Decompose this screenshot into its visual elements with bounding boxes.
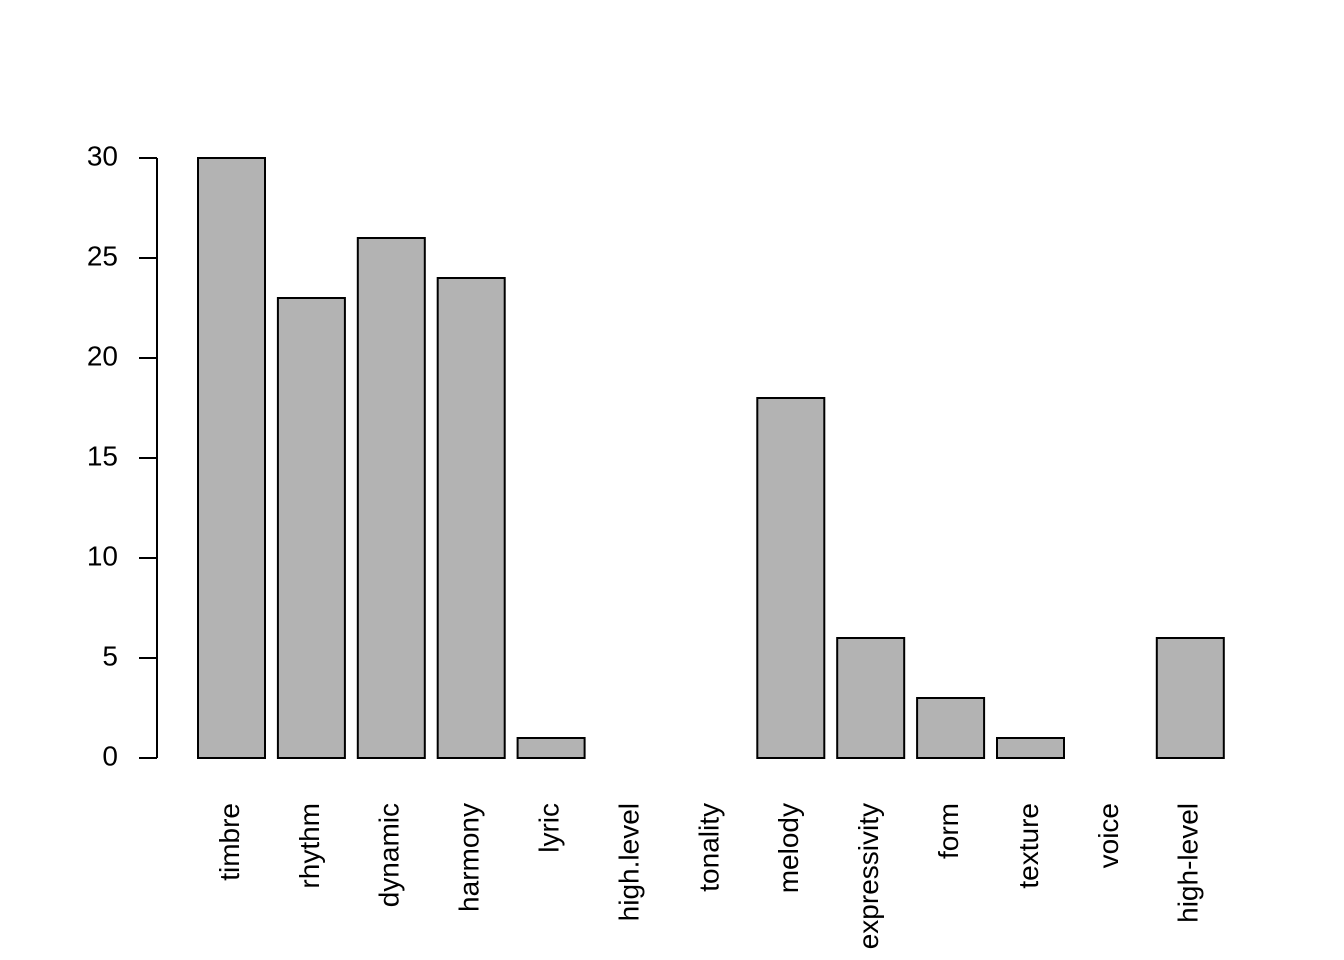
x-tick-label: voice	[1093, 803, 1124, 868]
bar	[996, 737, 1065, 759]
bar	[197, 157, 266, 759]
x-tick-label: form	[933, 803, 964, 859]
x-tick-label: texture	[1013, 803, 1044, 889]
x-tick-label: timbre	[214, 803, 245, 881]
bar	[916, 697, 986, 759]
y-tick-label: 10	[87, 540, 118, 571]
x-tick-label: high.level	[613, 803, 644, 921]
y-tick-label: 5	[102, 640, 118, 671]
x-tick-label: tonality	[693, 803, 724, 892]
x-tick-label: rhythm	[294, 803, 325, 889]
bar	[276, 297, 346, 759]
bar	[836, 637, 906, 759]
bar	[1155, 637, 1225, 759]
y-tick-label: 30	[87, 140, 118, 171]
y-tick-label: 15	[87, 440, 118, 471]
x-tick-label: expressivity	[853, 803, 884, 949]
x-tick-label: melody	[773, 803, 804, 893]
y-tick-label: 0	[102, 740, 118, 771]
bar	[356, 237, 426, 759]
y-tick-label: 25	[87, 240, 118, 271]
x-tick-label: lyric	[533, 803, 564, 853]
x-tick-label: dynamic	[374, 803, 405, 907]
bar	[516, 737, 586, 759]
bar	[756, 397, 826, 759]
x-tick-label: harmony	[454, 803, 485, 912]
y-tick-label: 20	[87, 340, 118, 371]
bar	[436, 277, 506, 759]
x-tick-label: high-level	[1173, 803, 1204, 923]
